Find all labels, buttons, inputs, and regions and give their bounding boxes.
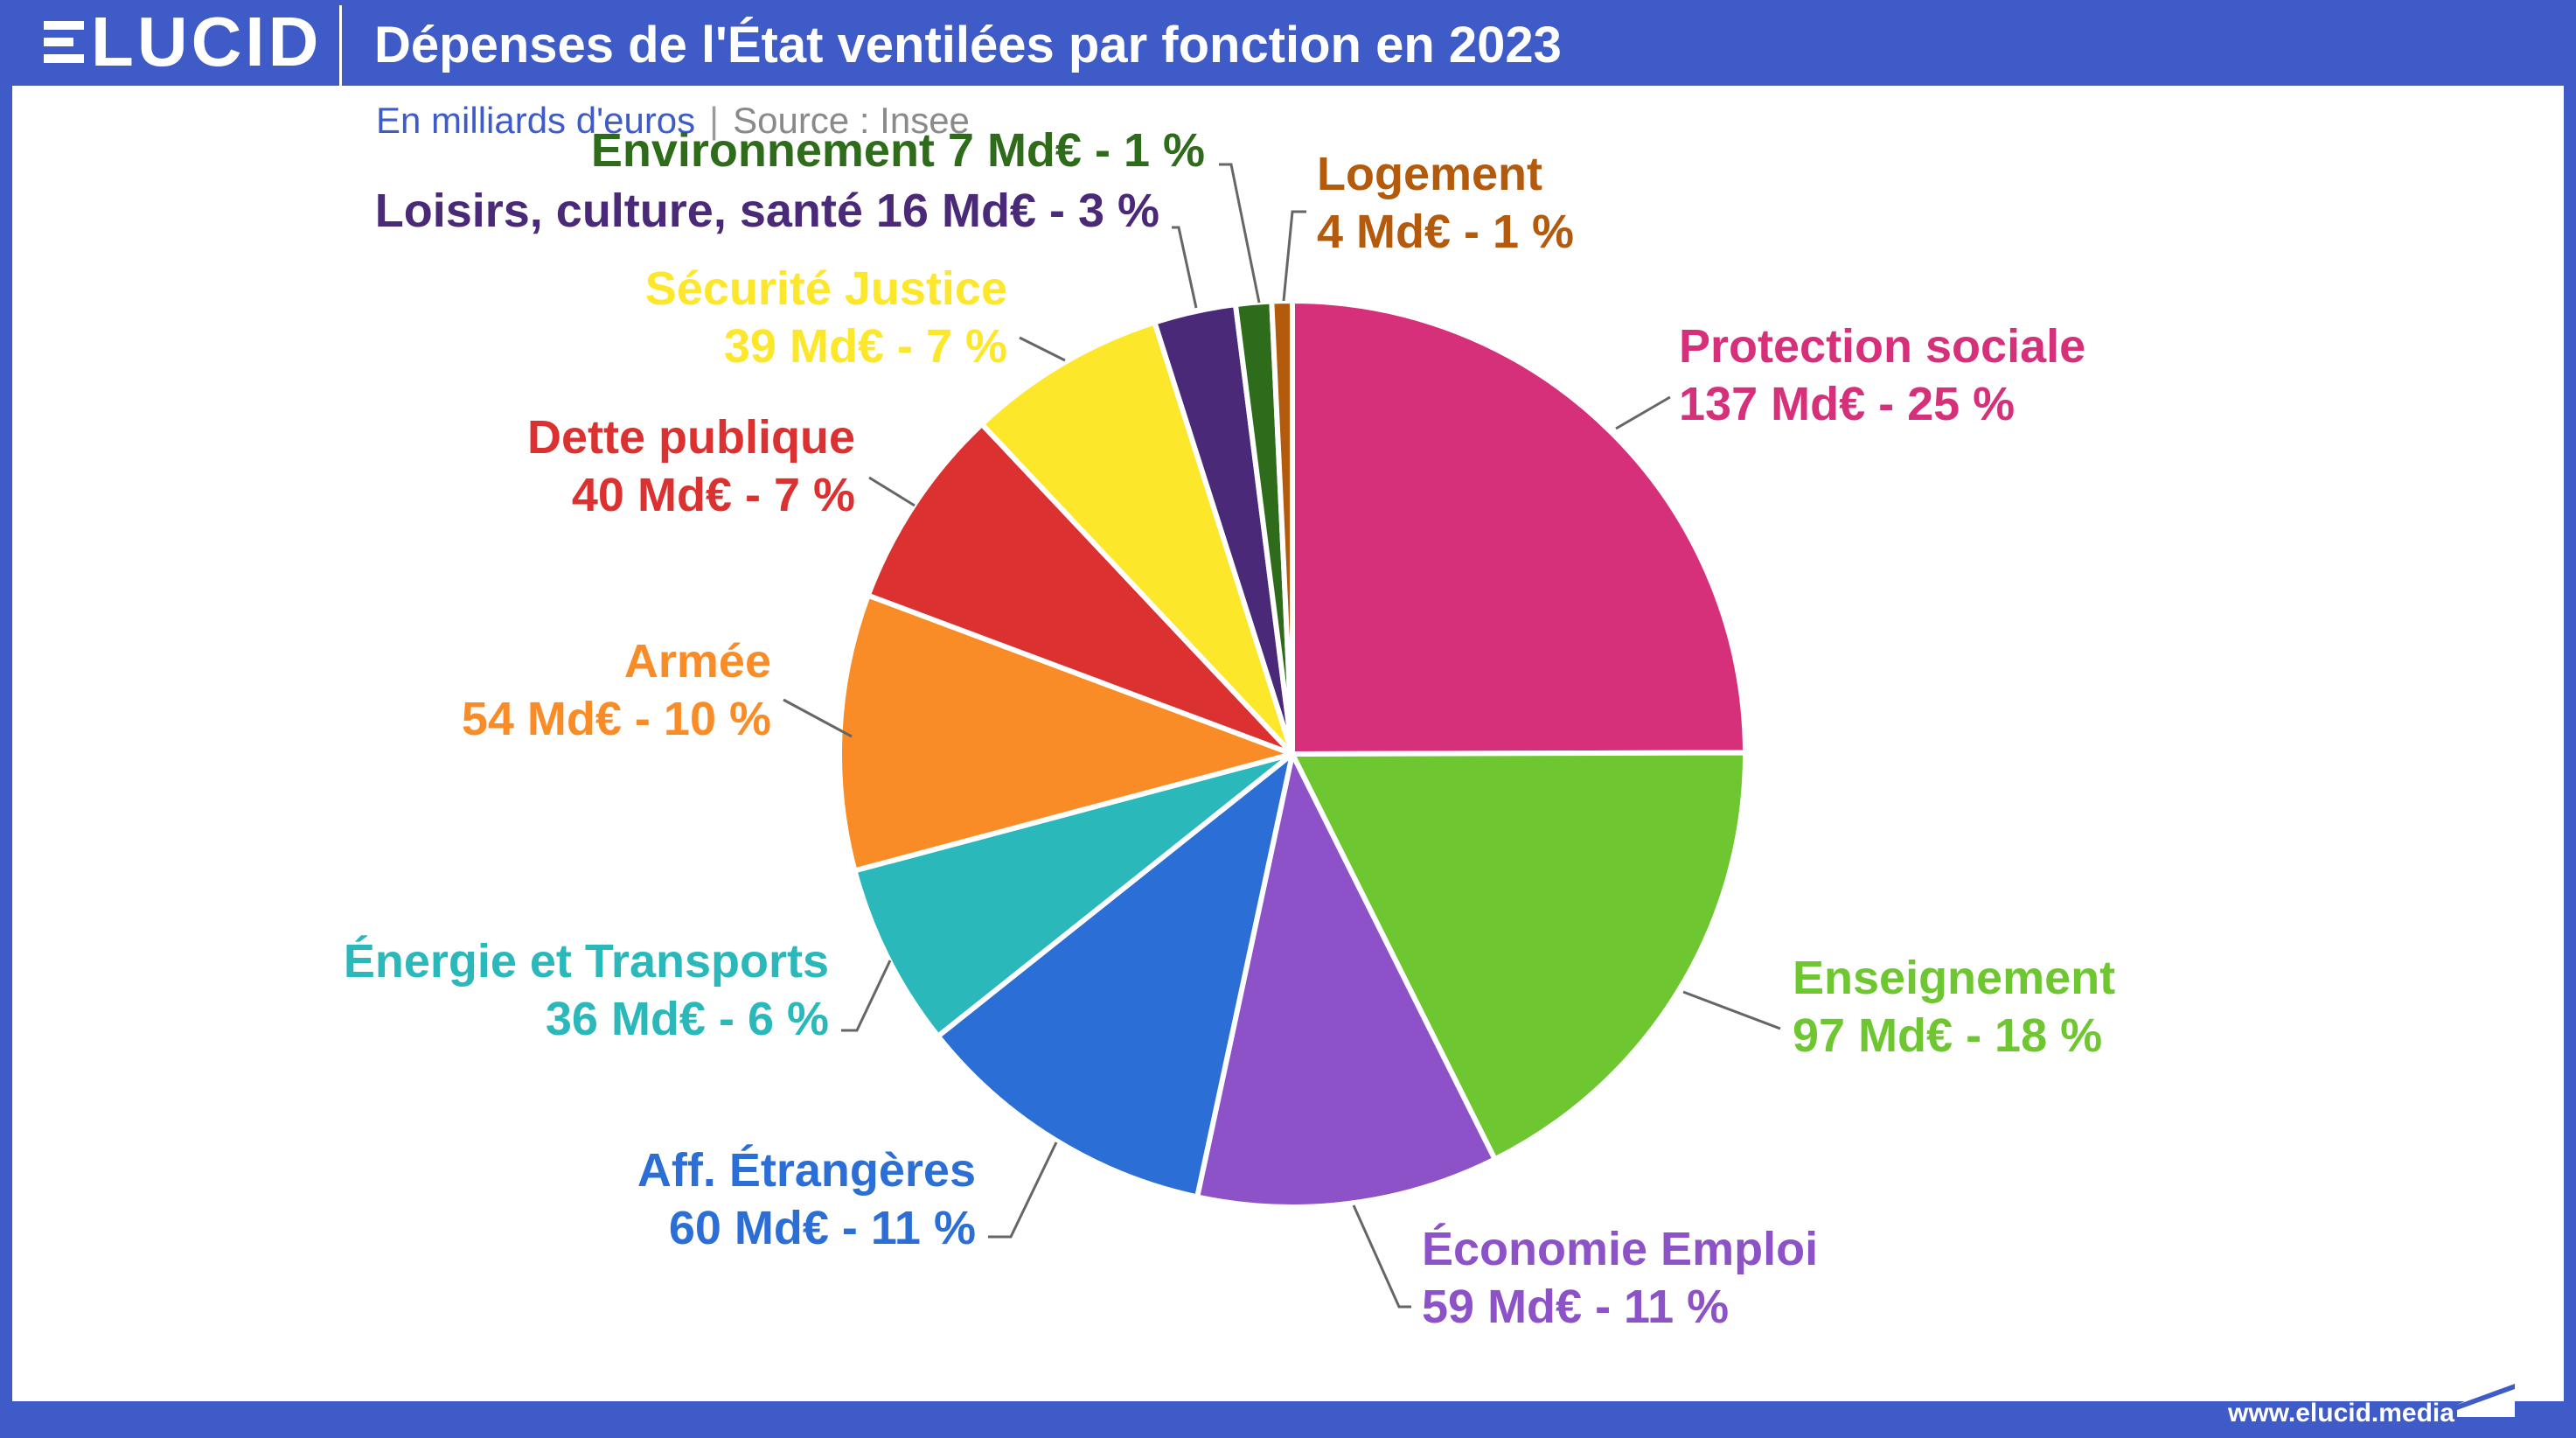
pie-slice[interactable] [935,751,1295,1200]
leader-line [841,960,892,1032]
slice-category: Énergie et Transports [344,935,829,988]
subtitle-separator: | [709,100,720,141]
slice-label: Protection sociale 137 Md€ - 25 % [1679,320,2085,430]
elucid-logo: LUCID [44,2,322,82]
logo-text: LUCID [91,3,323,80]
leader-line [1219,163,1261,304]
slice-category: Enseignement [1793,952,2115,1004]
slice-label: Aff. Étrangères 60 Md€ - 11 % [637,1144,976,1254]
slice-category: Logement [1317,148,1542,200]
slice-label: Économie Emploi 59 Md€ - 11 % [1422,1223,1818,1333]
logo-e-bars [44,21,84,63]
slice-value: 59 Md€ - 11 % [1422,1281,1729,1333]
pie-slice[interactable] [1290,298,1748,757]
slice-label: Armée 54 Md€ - 10 % [462,635,771,745]
source-note: Source : Insee [733,100,970,141]
pie-slice[interactable] [865,421,1295,757]
slice-label: Énergie et Transports 36 Md€ - 6 % [344,935,829,1045]
slice-value: 60 Md€ - 11 % [669,1202,976,1254]
header-divider [339,5,342,86]
slice-value: 36 Md€ - 6 % [546,993,829,1045]
slice-value: 4 Md€ - 1 % [1317,206,1574,258]
pie-slices [837,298,1749,1210]
unit-note: En milliards d'euros [376,100,696,141]
chart-subtitle: En milliards d'euros | Source : Insee [376,98,970,143]
leader-line [783,698,853,738]
slice-value: 97 Md€ - 18 % [1793,1009,2102,1062]
slice-value: 137 Md€ - 25 % [1679,378,2015,430]
slice-value: 40 Md€ - 7 % [572,469,855,521]
slice-value: 39 Md€ - 7 % [724,320,1007,373]
slice-label: Sécurité Justice 39 Md€ - 7 % [645,262,1007,373]
leader-line [1019,336,1066,362]
pie-slice[interactable] [1269,298,1295,757]
slice-label: Environnement 7 Md€ - 1 % [591,124,1205,177]
slice-label: Enseignement 97 Md€ - 18 % [1793,952,2115,1062]
leader-line [1615,395,1671,430]
header-bar: LUCID Dépenses de l'État ventilées par f… [0,0,2576,86]
leader-line [988,1141,1058,1239]
pie-slice[interactable] [837,592,1295,874]
slice-label: Loisirs, culture, santé 16 Md€ - 3 % [375,185,1159,237]
leader-line [868,476,916,507]
pie-slice[interactable] [1194,751,1498,1210]
slice-category: Armée [624,635,771,688]
slice-category: Sécurité Justice [645,262,1007,315]
footer-url[interactable]: www.elucid.media [2228,1399,2454,1428]
slice-category: Dette publique [527,411,855,464]
footer-arrow-icon [2457,1379,2515,1417]
leader-line [1172,226,1198,309]
pie-slice[interactable] [1290,750,1749,1162]
page-title: Dépenses de l'État ventilées par fonctio… [374,17,1562,73]
slice-value: 54 Md€ - 10 % [462,693,771,745]
slice-label: Logement 4 Md€ - 1 % [1317,148,1574,258]
slice-label: Dette publique 40 Md€ - 7 % [527,411,855,521]
slice-labels: Protection sociale 137 Md€ - 25 % Enseigne… [344,124,2115,1333]
pie-slice[interactable] [978,319,1295,757]
leader-line [1352,1204,1411,1309]
leader-line [1682,990,1781,1030]
slice-category: Aff. Étrangères [637,1144,976,1197]
slice-category: Économie Emploi [1422,1223,1818,1275]
slice-category: Protection sociale [1679,320,2085,373]
leader-line [1282,210,1306,302]
pie-slice[interactable] [852,751,1295,1039]
